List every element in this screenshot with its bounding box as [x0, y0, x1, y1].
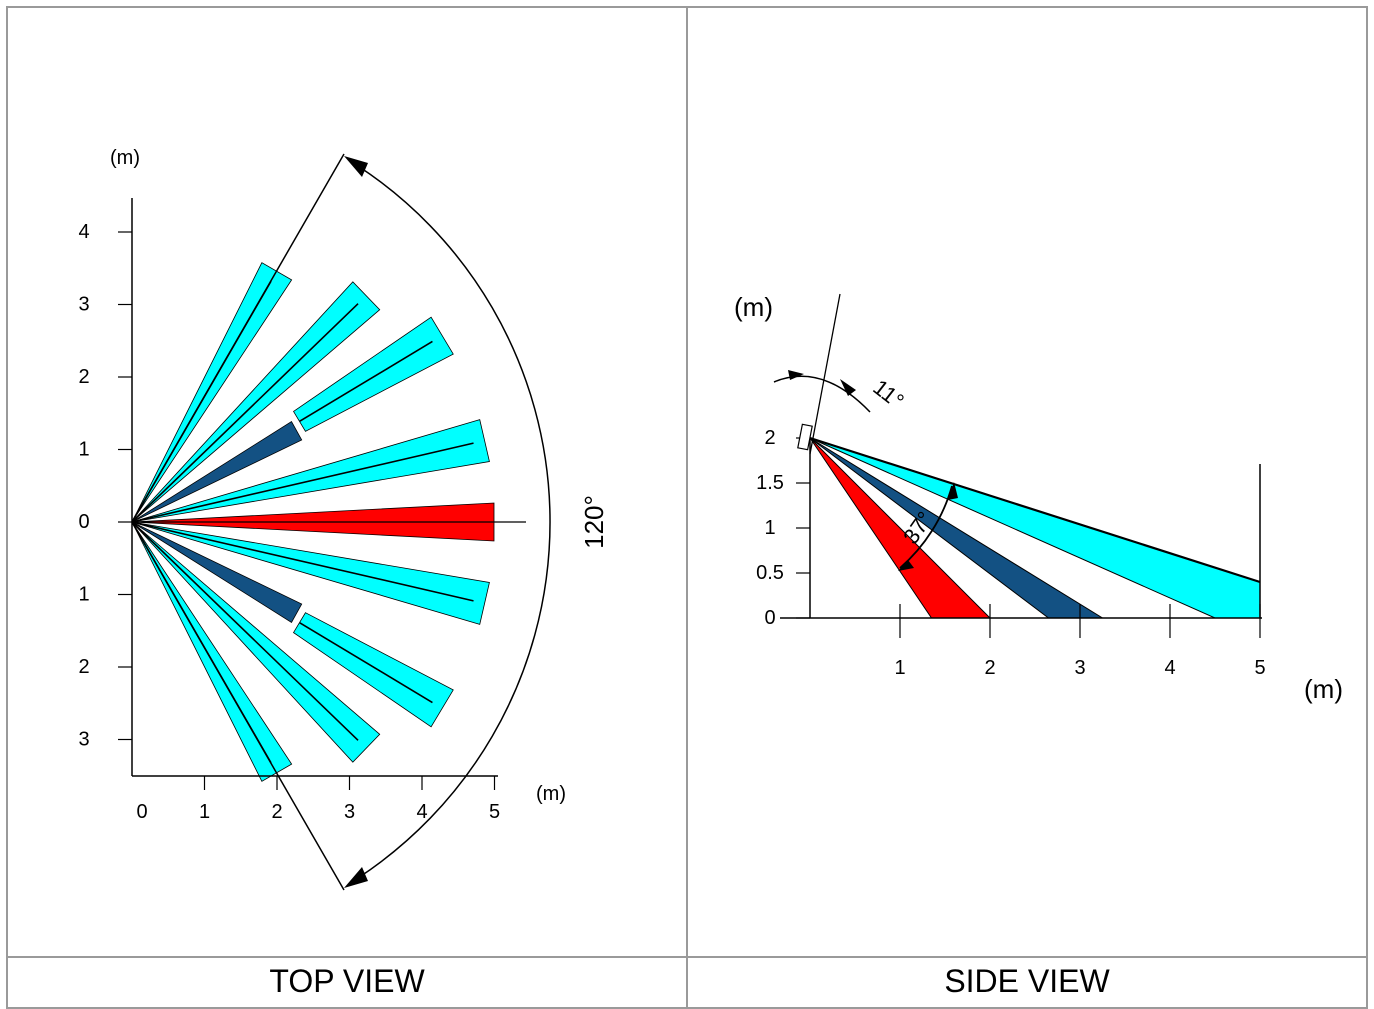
side-y-tick-label: 1 [764, 517, 775, 539]
side-x-tick-label: 1 [894, 657, 905, 679]
top-y-tick-label: 3 [78, 294, 89, 316]
coverage-arrowhead-top [344, 156, 368, 177]
coverage-angle-label: 120° [579, 495, 609, 549]
top-beam-cyan [292, 612, 454, 728]
top-beam-cyan [131, 419, 490, 523]
tilt-angle-arc [773, 375, 871, 413]
tilt-arrowhead-right [840, 379, 856, 396]
side-x-tick-label: 4 [1164, 657, 1175, 679]
side-x-tick-label: 5 [1254, 657, 1265, 679]
coverage-arc [357, 165, 551, 879]
top-y-tick-label: 1 [78, 584, 89, 606]
top-beam-centerline [131, 442, 474, 523]
top-y-tick-label: 3 [78, 729, 89, 751]
coverage-arrowhead-bottom [344, 867, 368, 888]
top-y-tick-label: 2 [78, 656, 89, 678]
top-y-tick-label: 4 [78, 221, 89, 243]
top-x-tick-label: 4 [416, 801, 427, 823]
spread-arrowhead-bottom [898, 560, 914, 571]
side-view-y-unit: (m) [734, 292, 773, 322]
top-view-x-unit: (m) [536, 783, 566, 805]
top-x-tick-label: 1 [199, 801, 210, 823]
side-view-y-ticks: 2 1.5 1 0.5 0 [756, 427, 810, 629]
side-x-tick-label: 2 [984, 657, 995, 679]
tilt-arrowhead-left [788, 370, 804, 380]
side-y-tick-label: 2 [764, 427, 775, 449]
side-view-beams [809, 436, 1261, 619]
top-view-beams [131, 262, 495, 782]
top-x-tick-label: 3 [344, 801, 355, 823]
top-view-caption: TOP VIEW [6, 956, 688, 1009]
top-beam-centerline [131, 303, 359, 523]
sensor-icon [797, 423, 813, 451]
tilt-angle-label: 11° [868, 374, 908, 413]
top-view-diagram: 4 3 2 1 0 1 2 3 0 1 2 3 4 5 (m) (m) 120° [78, 147, 609, 891]
top-x-tick-label: 2 [271, 801, 282, 823]
spread-arrowhead-top [948, 482, 958, 500]
coverage-boundary-lower [131, 521, 345, 891]
side-view-panel [686, 6, 1368, 958]
top-x-tick-label: 5 [489, 801, 500, 823]
top-beam-cyan [292, 316, 454, 432]
top-beam-centerline [299, 622, 433, 704]
top-beam-centerline [299, 340, 433, 422]
side-beam-top-edge [809, 436, 1261, 584]
coverage-boundary-upper [131, 153, 345, 523]
top-beam-centerline [131, 521, 359, 741]
top-x-tick-label: 0 [136, 801, 147, 823]
top-beam-cyan [131, 521, 490, 625]
side-y-tick-label: 0 [764, 607, 775, 629]
top-view-y-unit: (m) [110, 147, 140, 169]
top-view-y-ticks: 4 3 2 1 0 1 2 3 [78, 221, 132, 751]
sensor-tilt-line [809, 293, 841, 455]
side-y-tick-label: 1.5 [756, 472, 784, 494]
top-y-tick-label: 2 [78, 366, 89, 388]
side-view-caption: SIDE VIEW [686, 956, 1368, 1009]
top-view-x-ticks: 0 1 2 3 4 5 [136, 776, 500, 823]
side-x-tick-label: 3 [1074, 657, 1085, 679]
side-view-x-unit: (m) [1304, 674, 1343, 704]
top-y-tick-label: 1 [78, 439, 89, 461]
side-y-tick-label: 0.5 [756, 562, 784, 584]
top-beam-navy [131, 420, 303, 523]
top-y-tick-label: 0 [78, 511, 89, 533]
top-beam-navy [131, 521, 303, 624]
top-beam-centerline [131, 521, 474, 602]
side-beam-red [809, 437, 992, 619]
side-view-x-ticks: 1 2 3 4 5 [894, 604, 1266, 679]
